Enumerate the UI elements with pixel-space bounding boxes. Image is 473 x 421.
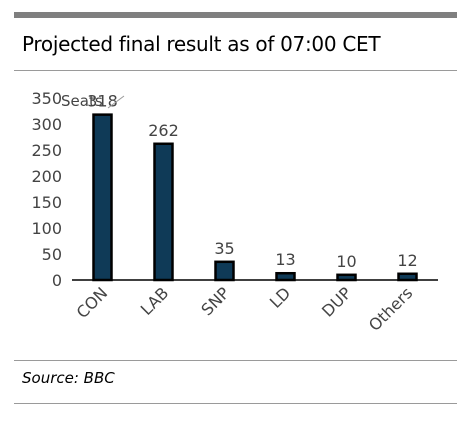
bars bbox=[92, 113, 418, 282]
bottom-rule bbox=[14, 403, 457, 404]
bar-ld bbox=[275, 271, 296, 282]
bar-others bbox=[397, 272, 418, 282]
bar-dup bbox=[336, 273, 357, 282]
x-tick-label: LD bbox=[266, 283, 294, 311]
y-axis-label-leader bbox=[107, 95, 125, 109]
x-tick-label: LAB bbox=[137, 283, 172, 318]
x-tick-label: CON bbox=[73, 283, 112, 322]
y-tick-label: 250 bbox=[31, 141, 62, 160]
chart-title: Projected final result as of 07:00 CET bbox=[22, 32, 381, 56]
data-label: 262 bbox=[148, 121, 179, 140]
x-tick-label: DUP bbox=[318, 283, 355, 320]
bar-lab bbox=[153, 142, 174, 282]
y-tick-label: 50 bbox=[42, 245, 62, 264]
bar-snp bbox=[214, 260, 235, 282]
y-tick-label: 200 bbox=[31, 167, 62, 186]
bar-con bbox=[92, 113, 113, 282]
x-tick-label: SNP bbox=[197, 283, 233, 319]
y-tick-label: 300 bbox=[31, 115, 62, 134]
data-label: 35 bbox=[214, 239, 234, 258]
y-tick-label: 150 bbox=[31, 193, 62, 212]
data-label: 12 bbox=[397, 251, 417, 270]
source-divider bbox=[14, 360, 457, 361]
top-rule bbox=[14, 12, 457, 18]
data-label: 13 bbox=[275, 250, 295, 269]
y-tick-label: 0 bbox=[52, 271, 62, 290]
source-note: Source: BBC bbox=[22, 369, 115, 387]
x-axis: CON LAB SNP LD DUP Others bbox=[72, 279, 438, 335]
y-axis: 0 50 100 150 200 250 300 350 bbox=[31, 89, 62, 290]
chart-area: 0 50 100 150 200 250 300 350 318 262 35 13 10 12 CON… bbox=[0, 78, 473, 358]
data-label: 10 bbox=[336, 252, 356, 271]
title-divider bbox=[14, 70, 457, 71]
y-tick-label: 350 bbox=[31, 89, 62, 108]
y-tick-label: 100 bbox=[31, 219, 62, 238]
x-tick-label: Others bbox=[365, 283, 416, 334]
y-axis-label: Seats bbox=[61, 92, 103, 110]
